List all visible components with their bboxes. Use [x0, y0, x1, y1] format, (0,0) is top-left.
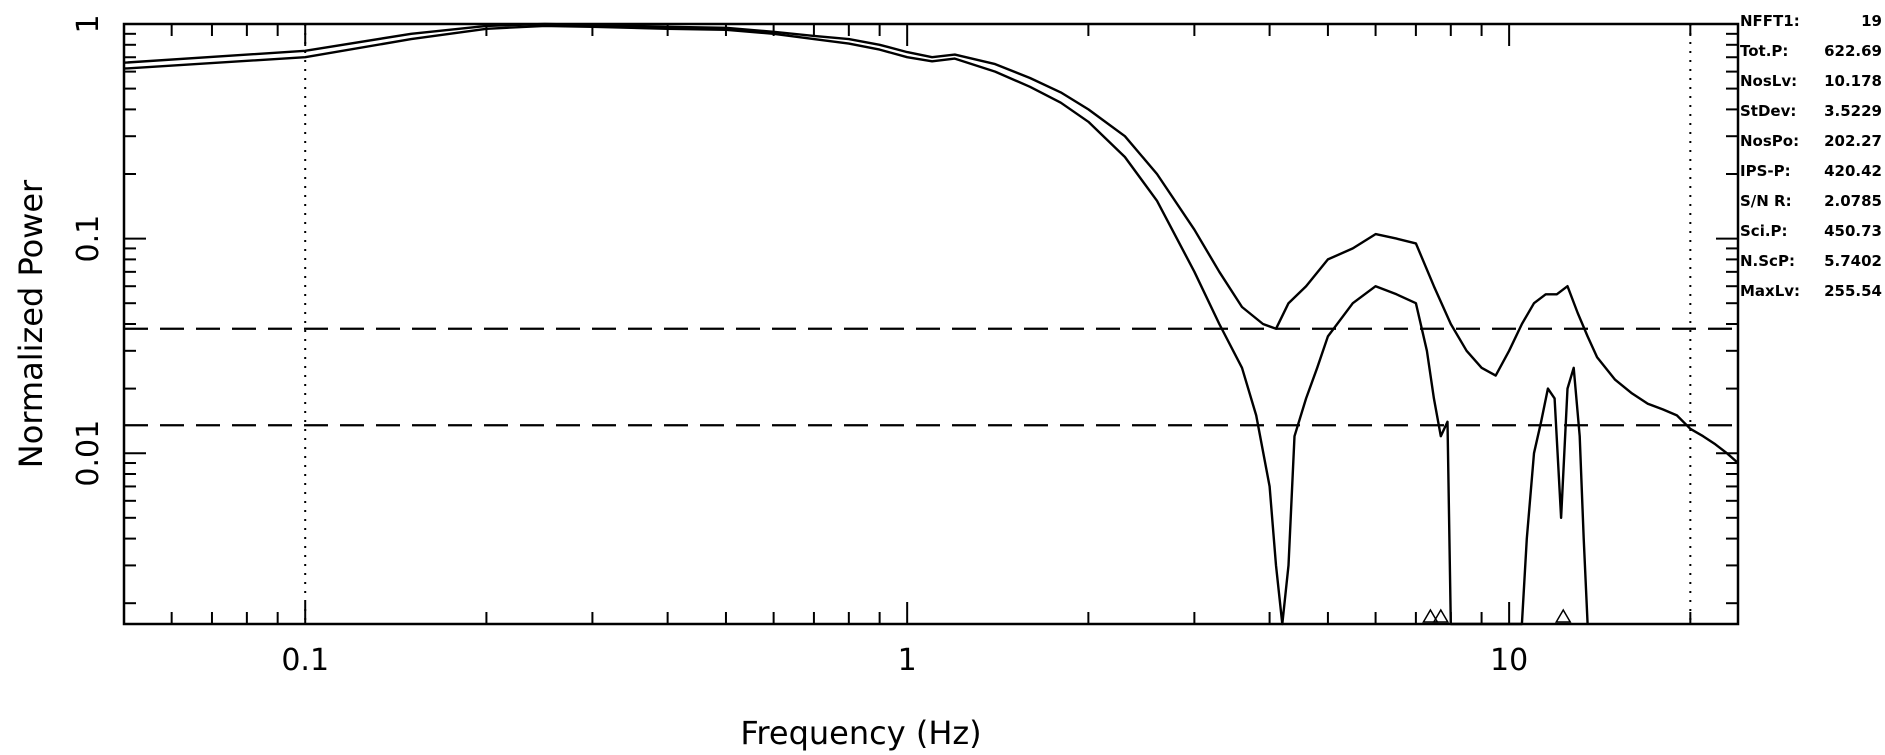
- marker-group: [1422, 608, 1572, 623]
- stat-label: Sci.P:: [1740, 222, 1788, 240]
- stat-label: NFFT1:: [1740, 12, 1800, 30]
- stat-value: 622.69: [1824, 42, 1882, 60]
- series-group: [123, 22, 1739, 626]
- stat-label: N.ScP:: [1740, 252, 1795, 270]
- stat-value: 10.178: [1824, 72, 1882, 90]
- plot-frame: [122, 22, 1740, 626]
- stat-row: Tot.P: 622.69: [1740, 42, 1882, 60]
- x-tick-label: 1: [898, 643, 917, 678]
- stat-label: IPS-P:: [1740, 162, 1791, 180]
- stat-label: StDev:: [1740, 102, 1796, 120]
- stat-value: 5.7402: [1824, 252, 1882, 270]
- stat-label: MaxLv:: [1740, 282, 1800, 300]
- stat-row: MaxLv: 255.54: [1740, 282, 1882, 300]
- stat-row: NFFT1: 19: [1740, 12, 1882, 30]
- triangle-marker: [1554, 608, 1572, 623]
- series-line-1: [123, 22, 1739, 464]
- triangle-marker: [1422, 608, 1439, 623]
- stat-value: 450.73: [1824, 222, 1882, 240]
- reference-lines: [124, 24, 1738, 624]
- x-axis-label: Frequency (Hz): [740, 714, 981, 752]
- stat-row: IPS-P: 420.42: [1740, 162, 1882, 180]
- stats-panel: NFFT1: 19 Tot.P: 622.69 NosLv: 10.178 StDev: 3.…: [1740, 12, 1882, 300]
- series-line-2: [123, 24, 1589, 626]
- stat-row: NosPo: 202.27: [1740, 132, 1882, 150]
- stat-value: 19: [1861, 12, 1882, 30]
- x-tick-label: 10: [1490, 643, 1528, 678]
- x-tick-label: 0.1: [281, 643, 329, 678]
- stat-value: 2.0785: [1824, 192, 1882, 210]
- stat-label: S/N R:: [1740, 192, 1792, 210]
- stat-value: 3.5229: [1824, 102, 1882, 120]
- y-axis-label: Normalized Power: [12, 179, 50, 468]
- stat-value: 420.42: [1824, 162, 1882, 180]
- tick-group: 0.1 1 10 1 0.1 0.01: [71, 14, 1528, 678]
- minor-ticks: [123, 23, 1738, 624]
- stat-value: 202.27: [1824, 132, 1882, 150]
- triangle-marker: [1432, 608, 1450, 623]
- stat-label: Tot.P:: [1740, 42, 1788, 60]
- stat-row: S/N R: 2.0785: [1740, 192, 1882, 210]
- stat-row: N.ScP: 5.7402: [1740, 252, 1882, 270]
- y-tick-label: 0.01: [71, 420, 106, 487]
- stat-value: 255.54: [1824, 282, 1882, 300]
- stat-label: NosPo:: [1740, 132, 1799, 150]
- stat-row: NosLv: 10.178: [1740, 72, 1882, 90]
- stat-label: NosLv:: [1740, 72, 1797, 90]
- stat-row: StDev: 3.5229: [1740, 102, 1882, 120]
- y-tick-label: 0.1: [71, 215, 106, 263]
- y-tick-label: 1: [71, 14, 106, 33]
- stat-row: Sci.P: 450.73: [1740, 222, 1882, 240]
